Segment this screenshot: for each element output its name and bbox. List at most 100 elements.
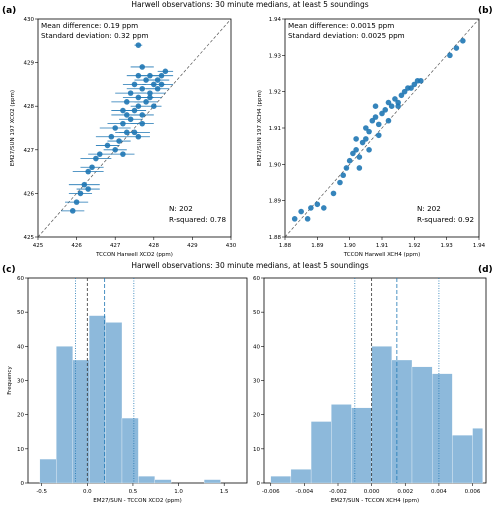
data-point <box>379 110 385 117</box>
data-point <box>366 147 372 153</box>
y-tick-label: 427 <box>24 148 35 154</box>
histogram-bar <box>154 479 172 484</box>
x-tick-label: 430 <box>226 243 237 249</box>
x-tick-label: -0.002 <box>329 489 347 495</box>
data-point <box>120 120 126 127</box>
data-point <box>147 94 153 101</box>
x-tick-label: 1.89 <box>311 243 324 249</box>
bottom-figure-title: Harwell observations: 30 minute medians,… <box>131 261 368 270</box>
x-tick-label: 427 <box>110 243 121 249</box>
histogram-bar <box>203 479 221 484</box>
histogram-bar <box>138 476 155 484</box>
data-point <box>89 164 95 171</box>
data-point <box>385 99 392 106</box>
x-tick-label: 1.0 <box>174 489 183 495</box>
x-tick-label: 426 <box>71 243 82 249</box>
data-point <box>304 216 311 222</box>
data-point <box>143 77 149 83</box>
x-tick-label: 429 <box>187 243 198 249</box>
y-tick-label: 1.89 <box>269 199 282 205</box>
data-point <box>73 199 80 205</box>
data-point <box>401 88 408 95</box>
data-point <box>418 77 424 84</box>
data-point <box>123 99 130 105</box>
y-axis-label: Frequency <box>7 366 13 395</box>
y-tick-label: 50 <box>253 310 260 316</box>
data-point <box>131 107 138 114</box>
data-point <box>135 42 142 48</box>
data-point <box>395 103 401 109</box>
data-point <box>147 90 153 96</box>
data-point <box>343 165 350 171</box>
data-point <box>314 201 321 208</box>
histogram-bar <box>371 346 392 484</box>
histogram-bar <box>452 435 473 484</box>
count-annotation: N: 202 <box>417 204 441 213</box>
y-tick-label: 426 <box>24 191 35 197</box>
histogram-bar <box>105 322 123 484</box>
data-point <box>139 112 146 118</box>
y-tick-label: 428 <box>24 104 35 110</box>
data-point <box>392 96 398 102</box>
y-tick-label: 20 <box>253 413 260 419</box>
x-axis-label: EM27/SUN - TCCON XCH4 (ppm) <box>331 498 419 504</box>
data-point <box>356 165 363 171</box>
data-point <box>69 208 76 214</box>
plot-frame <box>37 18 232 238</box>
y-tick-label: 1.94 <box>269 17 282 23</box>
data-point <box>385 117 392 124</box>
x-tick-label: 1.88 <box>279 243 292 249</box>
data-point <box>96 151 103 157</box>
x-tick-label: 1.91 <box>376 243 388 249</box>
data-point <box>359 139 366 146</box>
data-point <box>112 147 118 153</box>
data-point <box>135 133 142 140</box>
data-point <box>77 190 84 197</box>
data-point <box>81 181 88 188</box>
y-tick-label: 50 <box>17 310 24 316</box>
histogram-bar <box>290 469 312 484</box>
histogram-bar <box>432 373 453 484</box>
data-point <box>139 64 146 70</box>
standard-deviation-annotation: Standard deviation: 0.32 ppm <box>41 31 149 40</box>
data-point <box>372 103 379 109</box>
y-tick-label: 30 <box>253 379 260 385</box>
count-annotation: N: 202 <box>169 204 193 213</box>
mean-difference-annotation: Mean difference: 0.19 ppm <box>41 21 138 30</box>
y-tick-label: 1.92 <box>269 90 281 96</box>
data-point <box>112 125 118 131</box>
data-point <box>363 136 369 142</box>
x-tick-label: -0.5 <box>36 489 47 495</box>
x-tick-label: 0.002 <box>397 489 413 495</box>
y-tick-label: 60 <box>253 276 260 282</box>
x-axis-label: TCCON Harwell XCH4 (ppm) <box>343 252 421 258</box>
data-point <box>158 81 165 88</box>
one-to-one-line <box>37 18 232 238</box>
y-tick-label: 425 <box>24 235 35 241</box>
x-tick-label: 428 <box>149 243 160 249</box>
data-point <box>135 103 142 109</box>
x-tick-label: 1.93 <box>441 243 454 249</box>
y-tick-label: 60 <box>17 276 24 282</box>
data-point <box>127 116 134 123</box>
histogram-bar <box>121 417 139 484</box>
data-point <box>143 99 149 105</box>
data-point <box>158 72 165 79</box>
data-point <box>375 132 382 139</box>
data-point <box>372 114 379 120</box>
data-point <box>139 120 146 127</box>
data-point <box>162 68 169 75</box>
data-point <box>366 128 372 135</box>
panel-label: (a) <box>2 6 16 16</box>
data-point <box>460 38 466 44</box>
data-point <box>321 205 327 211</box>
panel-label: (d) <box>478 265 493 275</box>
x-tick-label: 0.0 <box>83 489 92 495</box>
data-point <box>350 150 356 157</box>
data-point <box>453 45 460 51</box>
y-axis-label: EM27/SUN 197 XCO2 (ppm) <box>10 90 16 166</box>
data-point <box>337 179 343 186</box>
data-point <box>135 94 142 101</box>
y-axis-label: EM27/SUN 197 XCH4 (ppm) <box>257 90 263 166</box>
